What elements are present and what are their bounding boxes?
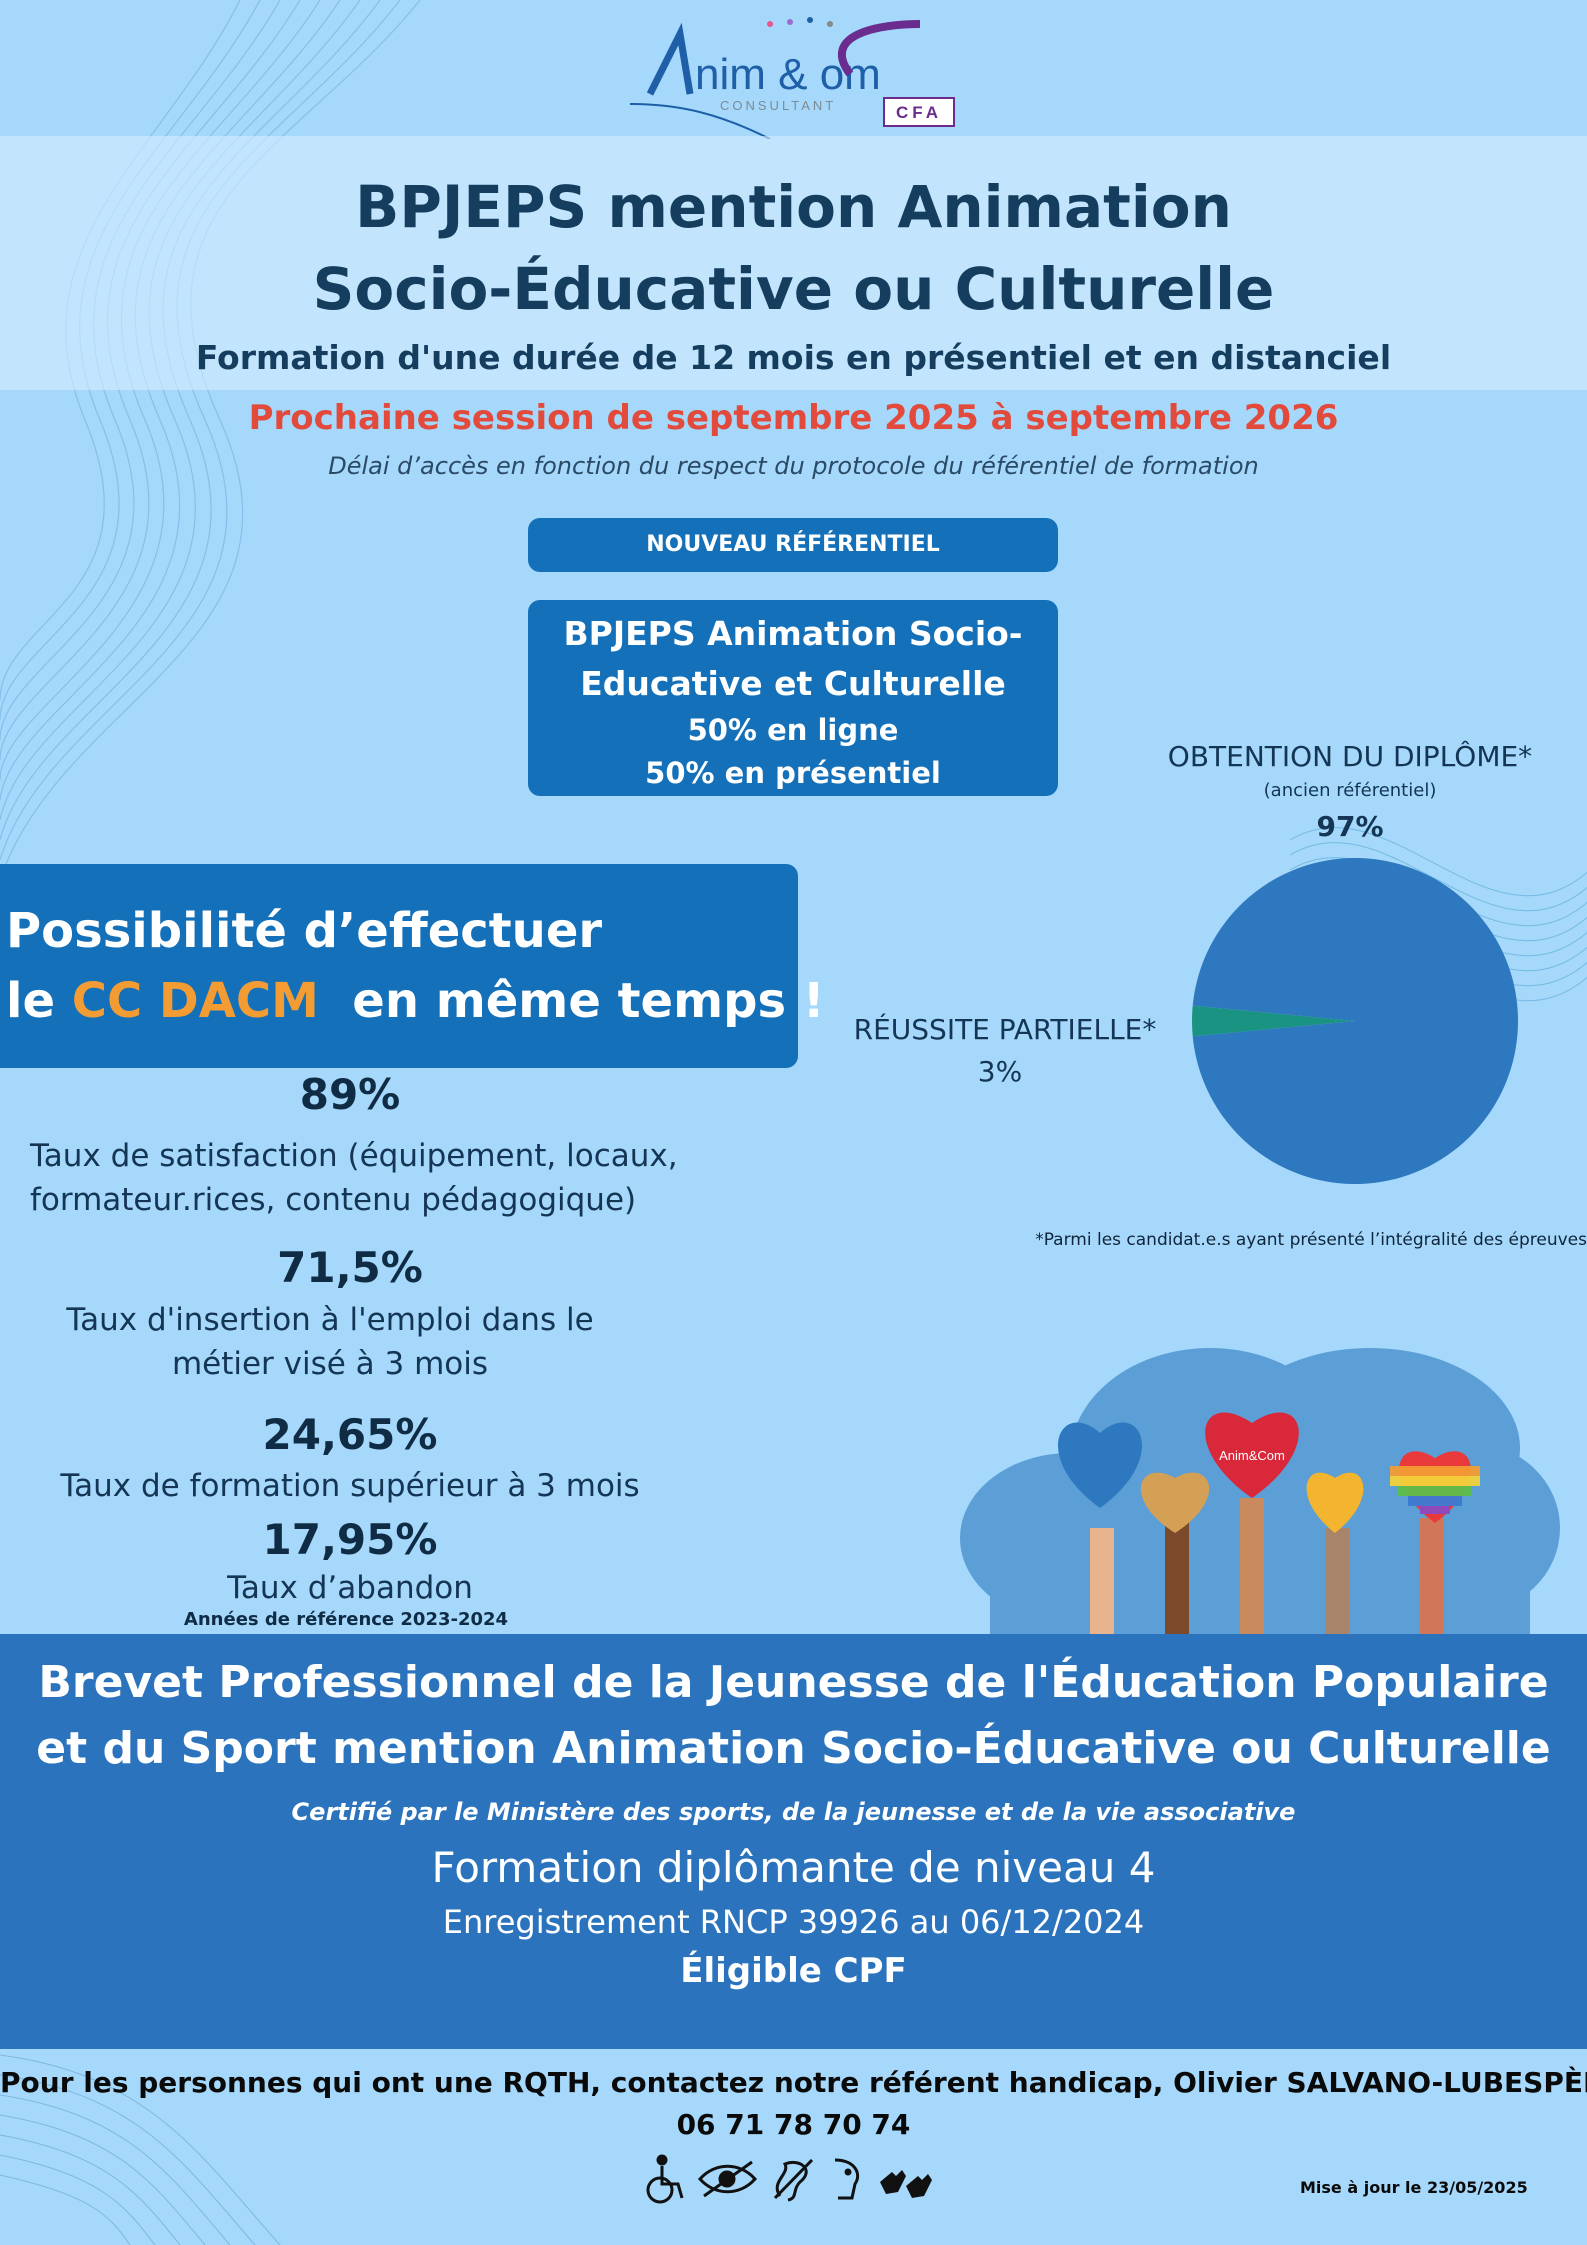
pie-main-percent: 97%: [1316, 810, 1384, 843]
brevet-line-2: et du Sport mention Animation Socio-Éduc…: [36, 1723, 1551, 1774]
cc-banner-prefix: le: [6, 973, 72, 1029]
diversity-hearts-illustration: Anim&Com: [960, 1348, 1560, 1638]
duration-subtitle: Formation d'une durée de 12 mois en prés…: [195, 338, 1392, 377]
visual-impairment-icon: [697, 2160, 758, 2198]
cc-banner-line-2: le CC DACM en même temps !: [6, 966, 825, 1036]
pie-slice-obtained: [1192, 858, 1518, 1184]
rqth-line-1: Pour les personnes qui ont une RQTH, con…: [0, 2066, 1587, 2099]
formation-line-3: 50% en ligne: [687, 713, 899, 747]
title-band: [0, 136, 1587, 390]
wheelchair-icon: [646, 2154, 684, 2204]
formation-line-2: Educative et Culturelle: [580, 664, 1006, 703]
dropout-rate-value: 17,95%: [262, 1515, 438, 1564]
next-session: Prochaine session de septembre 2025 à se…: [248, 398, 1339, 438]
diploma-pie-chart: [1192, 858, 1518, 1184]
gender-heart-icon: [1306, 1472, 1364, 1533]
pie-footnote: *Parmi les candidat.e.s ayant présenté l…: [1035, 1230, 1587, 1250]
cognitive-impairment-icon: [834, 2158, 860, 2200]
formation-line-1: BPJEPS Animation Socio-: [563, 614, 1023, 653]
diploma-info-band: [0, 1634, 1587, 2049]
certification-note: Certifié par le Ministère des sports, de…: [291, 1798, 1296, 1826]
pie-slice-partial: [1192, 1005, 1355, 1037]
pie-partial-label: RÉUSSITE PARTIELLE*: [853, 1013, 1157, 1046]
rqth-phone: 06 71 78 70 74: [676, 2108, 911, 2141]
svg-text:CFA: CFA: [896, 103, 942, 122]
further-training-rate-value: 24,65%: [262, 1410, 438, 1459]
arm-icon: [1090, 1498, 1444, 1638]
brevet-title: Brevet Professionnel de la Jeunesse de l…: [0, 1650, 1587, 1782]
background-wave-lines: [0, 0, 421, 881]
brevet-line-1: Brevet Professionnel de la Jeunesse de l…: [38, 1657, 1549, 1708]
pie-main-label: OBTENTION DU DIPLÔME*: [1167, 740, 1533, 773]
satisfaction-rate-label: Taux de satisfaction (équipement, locaux…: [30, 1134, 730, 1222]
new-referential-badge: NOUVEAU RÉFÉRENTIEL: [528, 518, 1058, 572]
formation-info-box: BPJEPS Animation Socio- Educative et Cul…: [528, 600, 1058, 796]
access-note: Délai d’accès en fonction du respect du …: [328, 452, 1259, 480]
pie-partial-percent: 3%: [977, 1055, 1023, 1088]
pie-subtitle: (ancien référentiel): [1263, 780, 1437, 801]
rncp-registration: Enregistrement RNCP 39926 au 06/12/2024: [442, 1903, 1145, 1941]
diploma-level: Formation diplômante de niveau 4: [431, 1843, 1156, 1892]
title-line-2: Socio-Éducative ou Culturelle: [312, 255, 1275, 323]
cc-dacm-banner: Possibilité d’effectuer le CC DACM en mê…: [0, 864, 825, 1068]
satisfaction-label-line-1: Taux de satisfaction (équipement, locaux…: [30, 1138, 678, 1174]
rqth-contact: Pour les personnes qui ont une RQTH, con…: [0, 2062, 1587, 2146]
cc-banner-line-1: Possibilité d’effectuer: [6, 903, 603, 959]
accessibility-icons: [646, 2154, 932, 2204]
svg-text:nim & om: nim & om: [695, 50, 881, 99]
rainbow-heart-icon: [1390, 1451, 1480, 1523]
cc-banner-suffix: en même temps !: [318, 973, 825, 1029]
insertion-rate-label: Taux d'insertion à l'emploi dans le méti…: [30, 1298, 630, 1386]
insertion-label-line-1: Taux d'insertion à l'emploi dans le: [66, 1302, 594, 1338]
svg-text:CONSULTANT: CONSULTANT: [720, 98, 836, 113]
hearing-impairment-icon: [773, 2158, 814, 2202]
cpf-eligibility: Éligible CPF: [680, 1951, 907, 1991]
dropout-rate-label: Taux d’abandon: [227, 1570, 473, 1606]
globe-heart-icon: [1140, 1472, 1210, 1533]
svg-text:Anim&Com: Anim&Com: [1219, 1448, 1285, 1463]
satisfaction-rate-value: 89%: [299, 1070, 401, 1119]
sign-language-icon: [880, 2170, 932, 2198]
cc-dacm-highlight: CC DACM: [71, 973, 319, 1029]
insertion-rate-value: 71,5%: [277, 1243, 423, 1292]
accessibility-heart-icon: [1058, 1422, 1142, 1508]
title-line-1: BPJEPS mention Animation: [355, 173, 1232, 241]
brand-heart-icon: [1205, 1412, 1299, 1498]
anim-com-logo: nim & om CONSULTANT CFA: [629, 17, 955, 139]
page-title: BPJEPS mention Animation Socio-Éducative…: [0, 166, 1587, 330]
formation-line-4: 50% en présentiel: [645, 756, 941, 790]
insertion-label-line-2: métier visé à 3 mois: [171, 1346, 489, 1382]
update-date: Mise à jour le 23/05/2025: [1300, 2178, 1528, 2197]
further-training-rate-label: Taux de formation supérieur à 3 mois: [60, 1468, 640, 1504]
reference-years: Années de référence 2023-2024: [183, 1609, 509, 1630]
satisfaction-label-line-2: formateur.rices, contenu pédagogique): [30, 1182, 637, 1218]
